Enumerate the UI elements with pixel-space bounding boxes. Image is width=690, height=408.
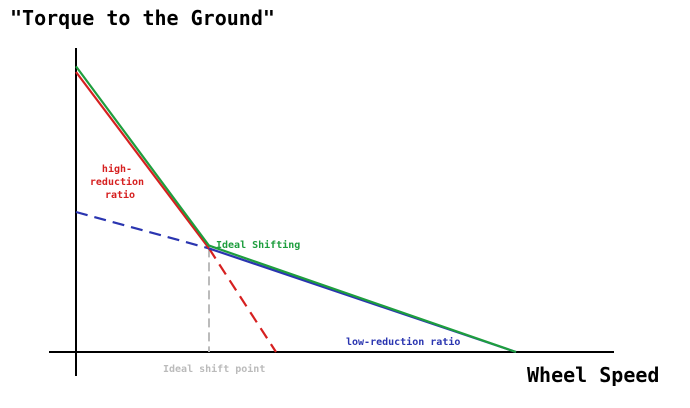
series-ideal-shifting	[75, 65, 517, 354]
series-high-reduction	[75, 71, 210, 250]
y-axis-label: "Torque to the Ground"	[10, 6, 275, 30]
annotation-shift-point: Ideal shift point	[163, 363, 265, 375]
series-high-reduction-extension	[208, 247, 277, 353]
x-axis-label: Wheel Speed	[527, 363, 659, 387]
annotation-high-line-2: reduction	[90, 176, 144, 188]
series-low-reduction-extension	[75, 210, 210, 250]
annotation-high-reduction: high- reduction ratio	[90, 163, 150, 201]
annotation-ideal-shifting: Ideal Shifting	[216, 239, 300, 251]
annotation-high-line-3: ratio	[105, 189, 135, 201]
annotation-high-line-1: high-	[102, 163, 132, 175]
annotation-low-reduction: low-reduction ratio	[346, 336, 460, 348]
